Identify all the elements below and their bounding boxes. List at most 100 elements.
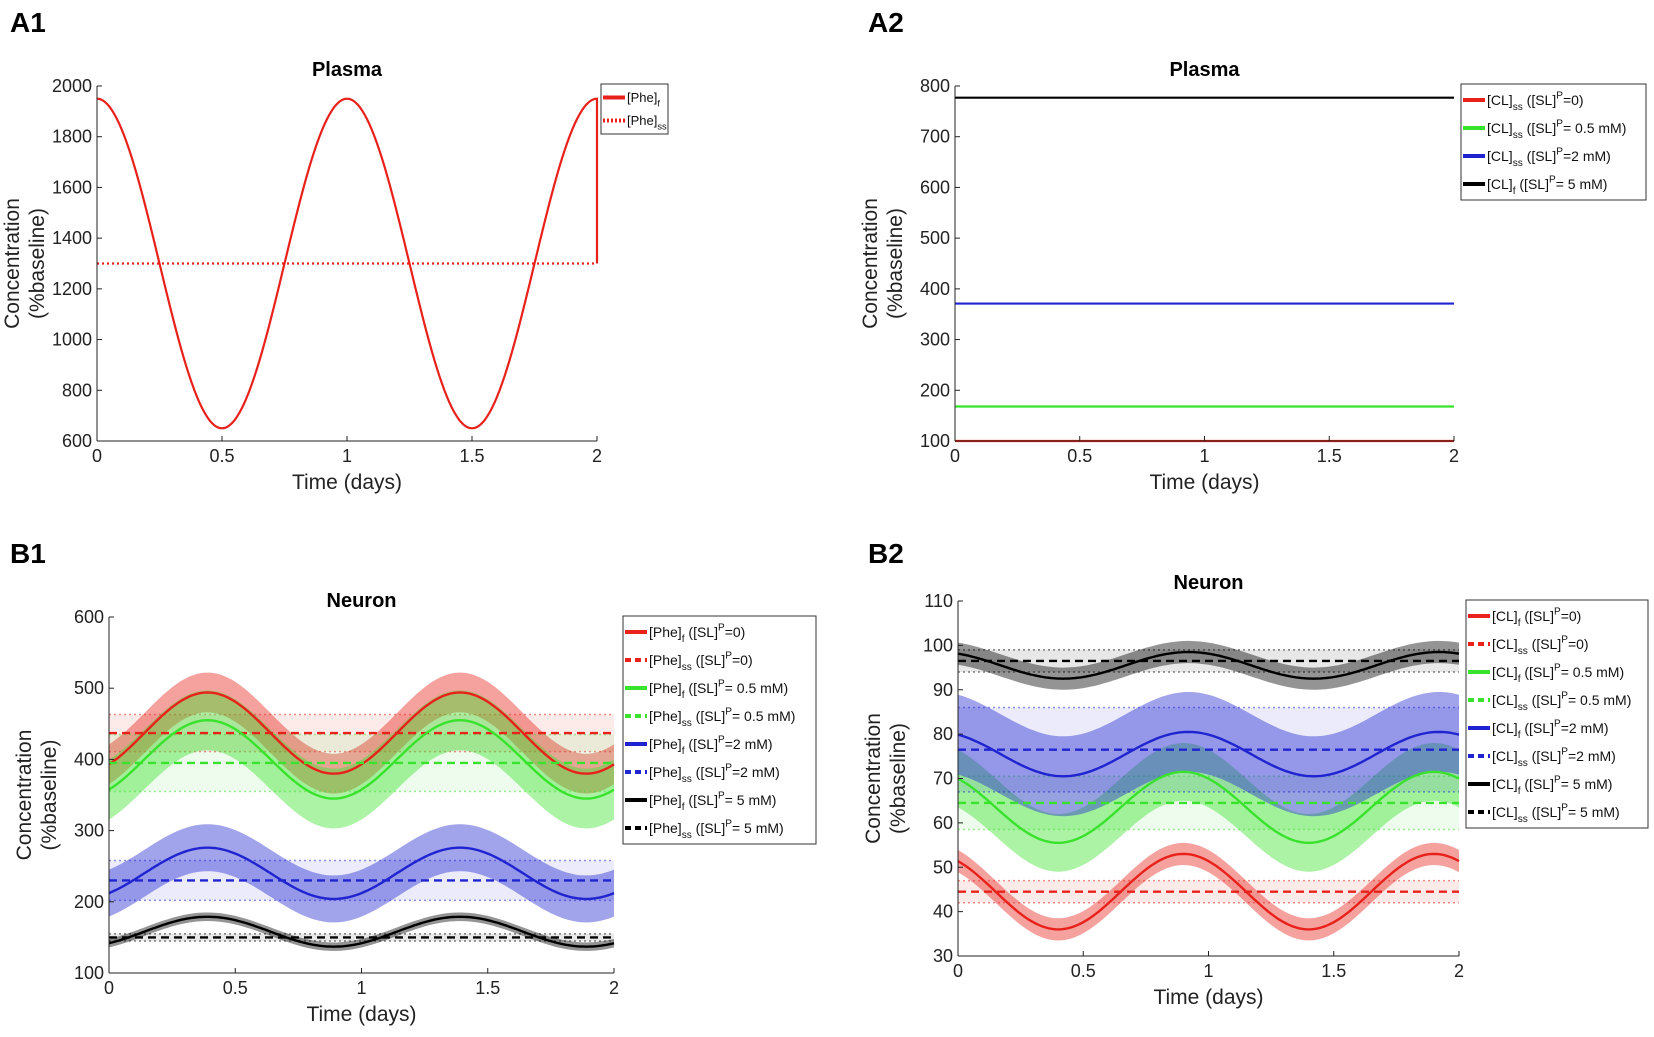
legend-entry: [CL]f ([SL]P=2 mM) xyxy=(1492,719,1609,741)
chart-title: Plasma xyxy=(1169,59,1240,81)
legend-entry: [Phe]ss xyxy=(627,113,667,132)
x-axis-label: Time (days) xyxy=(306,1003,416,1026)
x-tick-label: 1 xyxy=(1203,961,1213,981)
y-tick-label: 60 xyxy=(933,813,953,833)
y-tick-label: 100 xyxy=(923,635,953,655)
panel-label-b1: B1 xyxy=(10,538,46,569)
legend-entry: [Phe]f ([SL]P= 0.5 mM) xyxy=(649,679,788,701)
chart-b1: Neuron 0 0.5 1 1.5 2 100 200 300 400 500 600 Time (d… xyxy=(13,590,817,1026)
y-tick-label: 1200 xyxy=(52,279,92,299)
y-tick-label: 1000 xyxy=(52,330,92,350)
y-axis-label: Concentration xyxy=(13,730,36,861)
series-line-5 xyxy=(108,846,615,901)
y-tick-label: 110 xyxy=(924,591,953,611)
y-tick-label: 600 xyxy=(920,177,950,197)
x-tick-label: 0 xyxy=(104,978,114,998)
y-tick-label: 800 xyxy=(62,380,92,400)
x-tick-label: 1.5 xyxy=(459,446,484,466)
legend-entry: [Phe]ss ([SL]P=2 mM) xyxy=(649,763,780,785)
y-tick-label: 2000 xyxy=(52,76,92,96)
y-tick-label: 200 xyxy=(74,892,104,912)
panel-label-a2: A2 xyxy=(868,7,904,38)
x-tick-label: 2 xyxy=(609,978,619,998)
y-axis-label: Concentration xyxy=(1,198,24,329)
legend-entry: [CL]f ([SL]P= 5 mM) xyxy=(1492,775,1612,797)
series-line-1 xyxy=(957,852,1460,931)
y-tick-label: 80 xyxy=(933,724,953,744)
series-line-7 xyxy=(957,650,1460,680)
series-band xyxy=(958,692,1459,817)
y-axis-label: (%baseline) xyxy=(884,208,907,319)
chart-title: Neuron xyxy=(1174,572,1244,594)
y-tick-label: 600 xyxy=(62,431,92,451)
legend-box xyxy=(600,83,669,135)
y-tick-label: 400 xyxy=(920,279,950,299)
legend-entry: [Phe]ss ([SL]P=0) xyxy=(649,651,753,673)
x-tick-label: 1.5 xyxy=(475,978,500,998)
x-tick-label: 0 xyxy=(950,446,960,466)
y-tick-label: 50 xyxy=(933,857,953,877)
y-tick-label: 300 xyxy=(74,821,104,841)
y-axis-label: (%baseline) xyxy=(26,208,49,319)
x-tick-label: 2 xyxy=(592,446,602,466)
series-line-1 xyxy=(108,691,615,775)
chart-b2: Neuron 0 0.5 1 1.5 2 30 40 50 60 70 80 90 100 110 Time … xyxy=(862,572,1649,1009)
y-tick-label: 500 xyxy=(920,228,950,248)
y-tick-label: 500 xyxy=(74,678,104,698)
series-line-1 xyxy=(96,97,599,430)
x-tick-label: 1.5 xyxy=(1321,961,1346,981)
legend-entry: [Phe]ss ([SL]P= 0.5 mM) xyxy=(649,707,795,729)
y-tick-label: 700 xyxy=(920,127,950,147)
legend-entry: [Phe]f xyxy=(627,90,660,109)
chart-title: Neuron xyxy=(327,590,397,612)
series-band xyxy=(109,690,614,829)
x-tick-label: 0.5 xyxy=(209,446,234,466)
x-tick-label: 0 xyxy=(953,961,963,981)
legend-box xyxy=(1460,83,1647,201)
panel-label-a1: A1 xyxy=(10,7,46,38)
series-line-5 xyxy=(957,730,1460,778)
legend-entry: [CL]f ([SL]P= 5 mM) xyxy=(1487,175,1607,197)
y-axis-label: Concentration xyxy=(862,713,885,844)
x-axis-label: Time (days) xyxy=(1149,471,1259,494)
y-tick-label: 1800 xyxy=(52,127,92,147)
y-tick-label: 300 xyxy=(920,330,950,350)
legend-entry: [Phe]f ([SL]P= 5 mM) xyxy=(649,791,776,813)
x-tick-label: 0.5 xyxy=(1071,961,1096,981)
y-tick-label: 1600 xyxy=(52,177,92,197)
x-tick-label: 2 xyxy=(1454,961,1464,981)
x-axis-label: Time (days) xyxy=(1153,986,1263,1009)
legend-entry: [CL]ss ([SL]P= 0.5 mM) xyxy=(1487,119,1626,141)
y-tick-label: 200 xyxy=(920,380,950,400)
x-tick-label: 0 xyxy=(92,446,102,466)
legend: [Phe]f [Phe]ss xyxy=(600,83,669,135)
legend: [CL]ss ([SL]P=0) [CL]ss ([SL]P= 0.5 mM) [C… xyxy=(1460,83,1647,201)
series-band xyxy=(109,912,614,951)
y-tick-label: 600 xyxy=(74,607,104,627)
legend-entry: [CL]ss ([SL]P=2 mM) xyxy=(1492,747,1616,769)
y-tick-label: 100 xyxy=(74,963,104,983)
chart-a2: Plasma 0 0.5 1 1.5 2 100 200 300 400 500 600 700 800 T… xyxy=(859,59,1647,494)
legend-entry: [CL]ss ([SL]P=2 mM) xyxy=(1487,147,1611,169)
y-tick-label: 90 xyxy=(933,680,953,700)
y-axis-label: (%baseline) xyxy=(38,740,61,851)
series-line-7 xyxy=(108,915,615,948)
y-tick-label: 70 xyxy=(933,769,953,789)
x-tick-label: 0.5 xyxy=(223,978,248,998)
x-tick-label: 1 xyxy=(356,978,366,998)
y-tick-label: 30 xyxy=(933,946,953,966)
y-tick-label: 400 xyxy=(74,749,104,769)
legend-entry: [CL]f ([SL]P=0) xyxy=(1492,607,1581,629)
legend-box xyxy=(622,615,817,845)
y-axis-label: (%baseline) xyxy=(887,723,910,834)
x-tick-label: 0.5 xyxy=(1067,446,1092,466)
x-tick-label: 1.5 xyxy=(1317,446,1342,466)
y-axis-label: Concentration xyxy=(859,198,882,329)
chart-a1: Plasma 0 0.5 1 1.5 2 600 800 1000 1200 1400 1600 180… xyxy=(1,59,669,494)
x-tick-label: 1 xyxy=(1199,446,1209,466)
legend-box xyxy=(1465,599,1649,829)
legend-entry: [CL]ss ([SL]P=0) xyxy=(1487,91,1584,113)
legend-entry: [CL]f ([SL]P= 0.5 mM) xyxy=(1492,663,1624,685)
x-tick-label: 2 xyxy=(1449,446,1459,466)
